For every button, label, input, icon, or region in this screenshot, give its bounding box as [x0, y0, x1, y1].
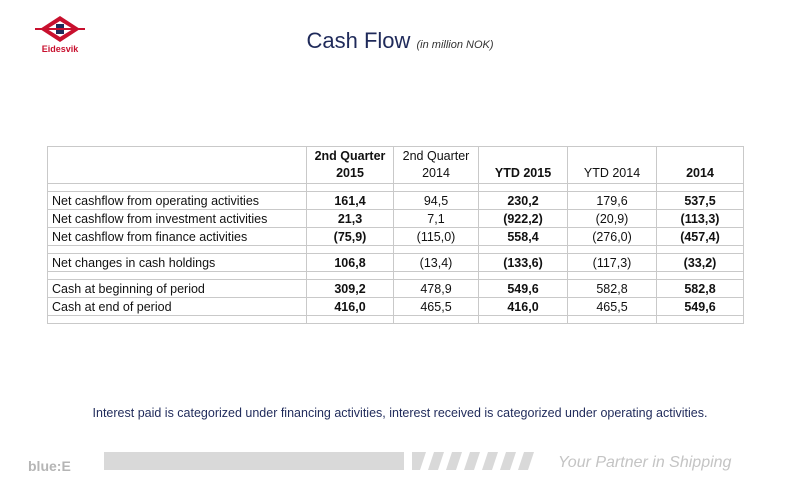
value-cell: 7,1 [393, 209, 479, 228]
row-label: Net cashflow from operating activities [47, 191, 307, 210]
footer-brand: blue:E [28, 458, 71, 474]
row-label: Cash at end of period [47, 297, 307, 316]
value-cell: (457,4) [656, 227, 744, 246]
cash-flow-table: 2nd Quarter 2015 2nd Quarter 2014 YTD 20… [47, 146, 744, 324]
header-line: YTD 2015 [494, 166, 552, 180]
value-cell: 558,4 [478, 227, 568, 246]
value-cell: 416,0 [306, 297, 394, 316]
value-cell: (117,3) [567, 253, 657, 272]
spacer-row [47, 271, 744, 280]
value-cell: 465,5 [393, 297, 479, 316]
footer-tagline: Your Partner in Shipping [558, 454, 732, 471]
row-label: Cash at beginning of period [47, 279, 307, 298]
header-line: 2nd Quarter [402, 149, 470, 163]
header-cell: 2014 [656, 146, 744, 184]
header-line: YTD 2014 [583, 166, 641, 180]
value-cell: 21,3 [306, 209, 394, 228]
value-cell: 179,6 [567, 191, 657, 210]
header-line: 2nd Quarter [314, 149, 386, 163]
header-cell: YTD 2015 [478, 146, 568, 184]
header-line: 2014 [686, 166, 714, 180]
value-cell: (276,0) [567, 227, 657, 246]
value-cell: (33,2) [656, 253, 744, 272]
title-text: Cash Flow [306, 28, 411, 53]
header-cell: YTD 2014 [567, 146, 657, 184]
header-cell [47, 146, 307, 184]
header-line: 2015 [336, 166, 364, 180]
value-cell: 582,8 [567, 279, 657, 298]
table-row: Net cashflow from finance activities (75… [47, 227, 744, 246]
value-cell: 94,5 [393, 191, 479, 210]
value-cell: 416,0 [478, 297, 568, 316]
value-cell: (75,9) [306, 227, 394, 246]
table-header-row: 2nd Quarter 2015 2nd Quarter 2014 YTD 20… [47, 146, 744, 184]
header-line: 2014 [422, 166, 450, 180]
row-label: Net changes in cash holdings [47, 253, 307, 272]
value-cell: 309,2 [306, 279, 394, 298]
value-cell: (133,6) [478, 253, 568, 272]
table-row: Cash at beginning of period 309,2 478,9 … [47, 279, 744, 298]
logo-text: Eidesvik [41, 44, 79, 54]
footnote: Interest paid is categorized under finan… [92, 406, 708, 420]
value-cell: (113,3) [656, 209, 744, 228]
header-cell: 2nd Quarter 2015 [306, 146, 394, 184]
spacer-row [47, 183, 744, 192]
table-row: Net cashflow from operating activities 1… [47, 191, 744, 210]
value-cell: 582,8 [656, 279, 744, 298]
value-cell: (20,9) [567, 209, 657, 228]
row-label: Net cashflow from investment activities [47, 209, 307, 228]
value-cell: 465,5 [567, 297, 657, 316]
table-row: Net cashflow from investment activities … [47, 209, 744, 228]
spacer-row [47, 245, 744, 254]
footer: blue:E Your Partner in Shipping [0, 450, 800, 490]
value-cell: (922,2) [478, 209, 568, 228]
value-cell: 230,2 [478, 191, 568, 210]
company-logo: Eidesvik [30, 14, 90, 60]
header-cell: 2nd Quarter 2014 [393, 146, 479, 184]
value-cell: (13,4) [393, 253, 479, 272]
value-cell: 549,6 [478, 279, 568, 298]
value-cell: 549,6 [656, 297, 744, 316]
value-cell: 537,5 [656, 191, 744, 210]
value-cell: 106,8 [306, 253, 394, 272]
footer-stripes-icon [412, 452, 534, 470]
logo-diamond-icon [35, 16, 85, 42]
title-subtitle: (in million NOK) [416, 39, 494, 51]
value-cell: (115,0) [393, 227, 479, 246]
value-cell: 478,9 [393, 279, 479, 298]
table-row: Cash at end of period 416,0 465,5 416,0 … [47, 297, 744, 316]
page-title: Cash Flow (in million NOK) [0, 28, 800, 54]
value-cell: 161,4 [306, 191, 394, 210]
row-label: Net cashflow from finance activities [47, 227, 307, 246]
table-row: Net changes in cash holdings 106,8 (13,4… [47, 253, 744, 272]
spacer-row [47, 315, 744, 324]
footer-bar [104, 452, 404, 470]
